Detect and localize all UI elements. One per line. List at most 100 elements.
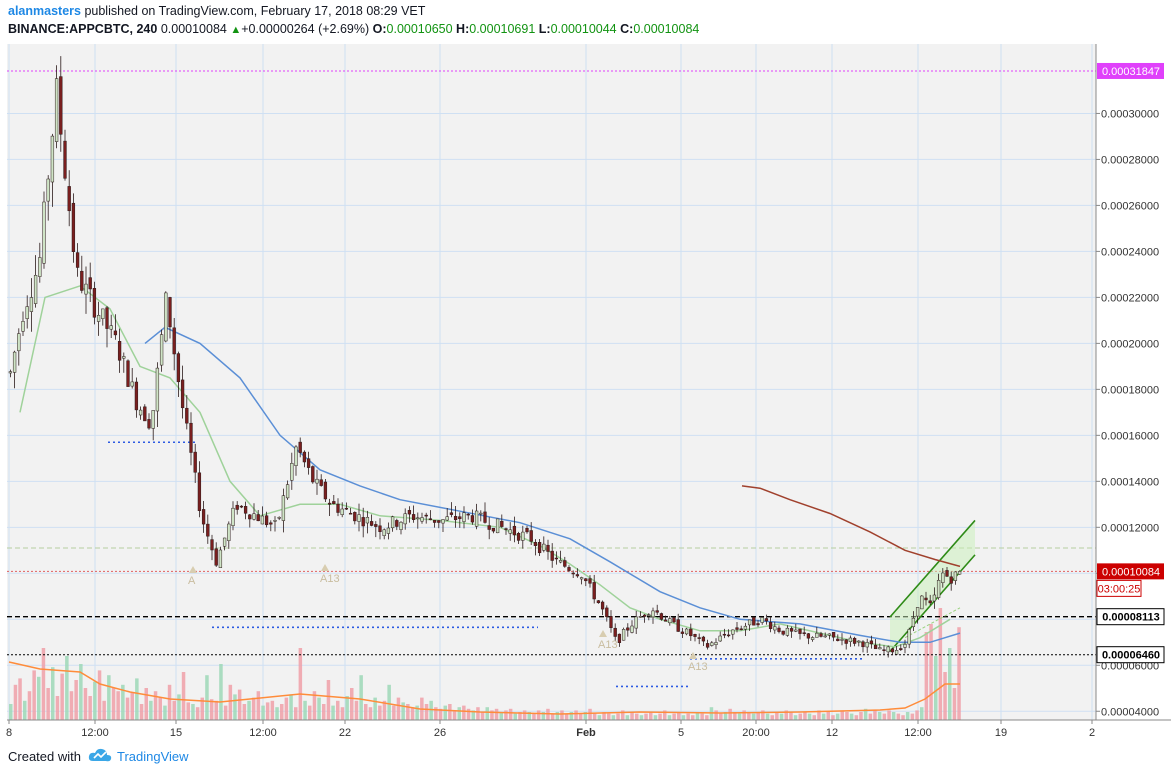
volume-bar	[130, 692, 134, 720]
volume-bar	[247, 700, 251, 720]
candle-body	[542, 543, 546, 551]
tradingview-logo-icon	[88, 748, 112, 762]
candle-body	[722, 633, 727, 636]
tradingview-link[interactable]: TradingView	[117, 749, 189, 764]
volume-bar	[541, 712, 546, 720]
candle-body	[932, 594, 937, 602]
volume-bar	[737, 713, 742, 720]
candle-body	[525, 528, 529, 533]
volume-bar	[308, 705, 312, 720]
channel-upper-line	[889, 519, 976, 618]
volume-bar	[751, 713, 756, 720]
volume-bar	[733, 712, 737, 720]
volume-bar	[821, 713, 826, 720]
candle-body	[227, 523, 231, 541]
candle-body	[537, 542, 542, 554]
candle-body	[302, 451, 307, 463]
candle-body	[794, 629, 798, 632]
candle-body	[605, 607, 609, 618]
price-axis[interactable]: 0.000040000.000060000.000080000.00010000…	[1096, 108, 1159, 718]
volume-bar	[957, 627, 961, 720]
y-tick-label: 0.00028000	[1101, 154, 1159, 166]
candle-body	[138, 409, 143, 416]
sma-green-line	[19, 285, 951, 648]
volume-bar	[410, 707, 415, 720]
volume-bar	[125, 697, 130, 720]
volume-bar	[719, 713, 723, 720]
volume-bar	[625, 715, 630, 720]
candle-body	[495, 518, 500, 534]
annotation-marker-icon	[321, 564, 329, 571]
candle-body	[554, 557, 559, 560]
volume-bar	[228, 684, 233, 720]
candle-body	[474, 510, 479, 527]
candle-body	[789, 628, 794, 632]
candle-body	[277, 517, 281, 519]
volume-bar	[747, 712, 751, 720]
candle-body	[819, 633, 823, 637]
candle-body	[575, 574, 580, 577]
volume-bar	[284, 697, 289, 720]
y-tick-label: 0.00004000	[1101, 706, 1159, 718]
volume-bar	[859, 712, 863, 720]
volume-bar	[200, 697, 204, 720]
candle-body	[638, 616, 643, 618]
candle-body	[663, 619, 668, 622]
candle-body	[953, 571, 958, 581]
volume-bar	[775, 712, 779, 720]
volume-bar	[471, 710, 475, 720]
candle-body	[357, 514, 361, 522]
support-dotted-lines	[108, 441, 862, 688]
candle-body	[210, 539, 214, 551]
x-tick-label: 8	[6, 727, 12, 739]
candle-body	[655, 610, 659, 613]
candle-body	[424, 514, 428, 517]
volume-bar	[424, 704, 429, 720]
volume-bar	[667, 715, 672, 720]
volume-bar	[382, 700, 387, 720]
candle-body	[206, 523, 210, 537]
candle-body	[50, 135, 55, 183]
volume-bar	[644, 713, 648, 720]
candle-body	[361, 517, 365, 527]
volume-bar	[69, 691, 74, 720]
candle-body	[831, 632, 836, 638]
volume-bar	[550, 713, 555, 720]
candle-body	[180, 379, 185, 409]
annotation-marker-icon	[189, 566, 197, 573]
candle-body	[449, 512, 454, 515]
candle-body	[189, 422, 193, 453]
candle-body	[798, 628, 802, 634]
volume-bar	[265, 702, 270, 720]
low-value: 0.00010044	[550, 22, 617, 36]
annotation-marker-icon	[599, 630, 607, 637]
volume-bar	[658, 713, 662, 720]
candle-body	[949, 576, 953, 584]
candle-body	[84, 283, 88, 295]
up-arrow-icon: ▲	[230, 24, 242, 36]
annotation-marker-icon	[689, 652, 697, 659]
volume-ma-line	[8, 661, 960, 715]
candle-body	[306, 458, 311, 468]
volume-bar	[854, 715, 859, 720]
annotation-label: A13	[598, 639, 618, 651]
volume-bar	[877, 712, 882, 720]
volume-bar	[952, 688, 957, 720]
volume-bar	[789, 712, 793, 720]
volume-bar	[574, 710, 578, 720]
candle-body	[147, 419, 151, 429]
candle-body	[386, 527, 391, 534]
volume-bar	[569, 712, 574, 720]
candle-body	[558, 560, 563, 563]
author-link[interactable]: alanmasters	[8, 4, 81, 18]
time-axis[interactable]: 8 12:00 15 12:00 22 26 Feb 5 20:00 12 12:00 19 2	[6, 720, 1095, 739]
volume-bar	[65, 656, 69, 720]
candle-body	[21, 321, 25, 332]
candle-body	[928, 600, 932, 604]
annotation-label: A13	[320, 573, 340, 585]
channel-fill	[890, 520, 975, 652]
candle-body	[907, 629, 911, 645]
candle-body	[105, 307, 109, 329]
x-tick-label: 12:00	[904, 727, 932, 739]
